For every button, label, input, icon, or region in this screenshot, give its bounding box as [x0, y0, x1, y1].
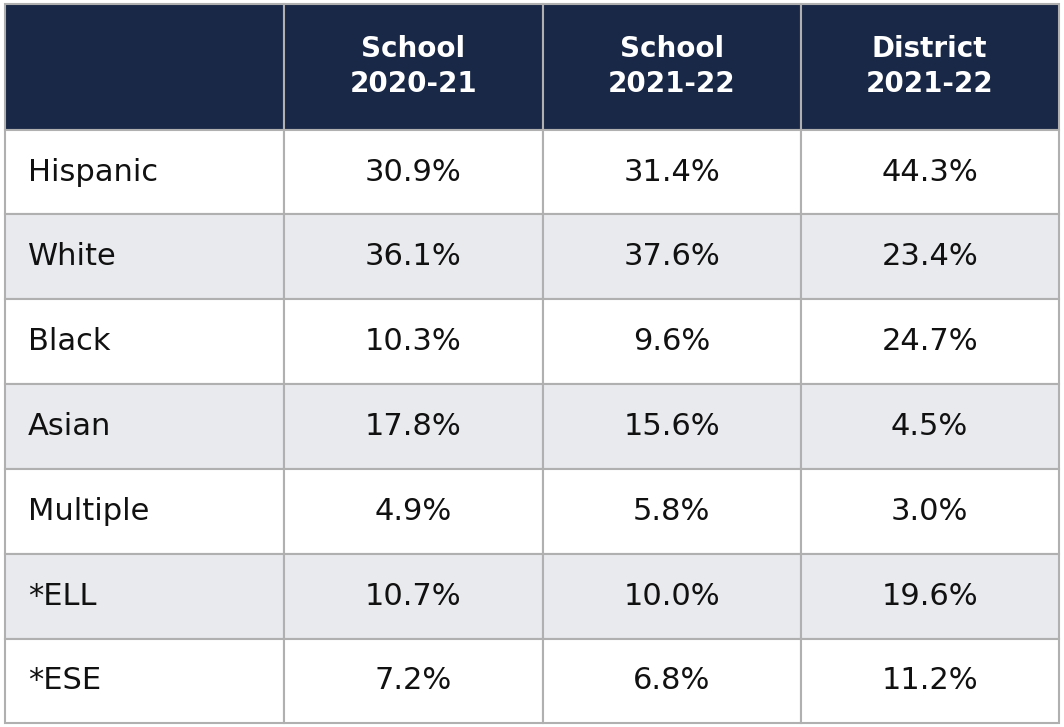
Bar: [5, 129, 284, 214]
Text: 17.8%: 17.8%: [365, 412, 462, 441]
Bar: [284, 4, 543, 129]
Text: 31.4%: 31.4%: [624, 158, 720, 187]
Text: 23.4%: 23.4%: [881, 242, 978, 271]
Bar: [284, 214, 543, 300]
Text: 9.6%: 9.6%: [633, 327, 710, 356]
Bar: [543, 129, 800, 214]
Text: 3.0%: 3.0%: [891, 497, 968, 526]
Text: 11.2%: 11.2%: [881, 667, 978, 696]
Text: Black: Black: [28, 327, 111, 356]
Text: *ELL: *ELL: [28, 582, 96, 611]
Bar: [284, 554, 543, 638]
Bar: [5, 214, 284, 300]
Text: 30.9%: 30.9%: [365, 158, 462, 187]
Bar: [800, 4, 1059, 129]
Bar: [5, 554, 284, 638]
Bar: [284, 129, 543, 214]
Bar: [543, 4, 800, 129]
Text: 19.6%: 19.6%: [881, 582, 978, 611]
Text: District: District: [871, 35, 987, 63]
Bar: [800, 384, 1059, 469]
Bar: [5, 384, 284, 469]
Bar: [800, 638, 1059, 723]
Bar: [800, 469, 1059, 554]
Text: 24.7%: 24.7%: [881, 327, 978, 356]
Bar: [5, 300, 284, 384]
Text: School: School: [362, 35, 466, 63]
Bar: [284, 638, 543, 723]
Text: 10.0%: 10.0%: [624, 582, 720, 611]
Bar: [800, 129, 1059, 214]
Text: 2021-22: 2021-22: [866, 71, 994, 98]
Text: 10.3%: 10.3%: [365, 327, 462, 356]
Text: 15.6%: 15.6%: [624, 412, 720, 441]
Text: *ESE: *ESE: [28, 667, 101, 696]
Bar: [5, 469, 284, 554]
Text: 2021-22: 2021-22: [608, 71, 735, 98]
Text: 6.8%: 6.8%: [633, 667, 711, 696]
Text: 7.2%: 7.2%: [375, 667, 452, 696]
Text: School: School: [619, 35, 724, 63]
Text: 4.9%: 4.9%: [375, 497, 452, 526]
Bar: [284, 300, 543, 384]
Bar: [284, 384, 543, 469]
Bar: [800, 554, 1059, 638]
Text: 44.3%: 44.3%: [881, 158, 978, 187]
Text: 36.1%: 36.1%: [365, 242, 462, 271]
Bar: [5, 4, 284, 129]
Bar: [284, 469, 543, 554]
Bar: [800, 214, 1059, 300]
Text: 5.8%: 5.8%: [633, 497, 711, 526]
Bar: [543, 300, 800, 384]
Bar: [543, 384, 800, 469]
Text: Hispanic: Hispanic: [28, 158, 157, 187]
Bar: [800, 300, 1059, 384]
Text: 4.5%: 4.5%: [891, 412, 968, 441]
Text: 2020-21: 2020-21: [350, 71, 478, 98]
Bar: [543, 469, 800, 554]
Text: Multiple: Multiple: [28, 497, 149, 526]
Text: Asian: Asian: [28, 412, 111, 441]
Text: White: White: [28, 242, 116, 271]
Bar: [543, 638, 800, 723]
Bar: [543, 214, 800, 300]
Text: 37.6%: 37.6%: [624, 242, 720, 271]
Text: 10.7%: 10.7%: [365, 582, 462, 611]
Bar: [5, 638, 284, 723]
Bar: [543, 554, 800, 638]
